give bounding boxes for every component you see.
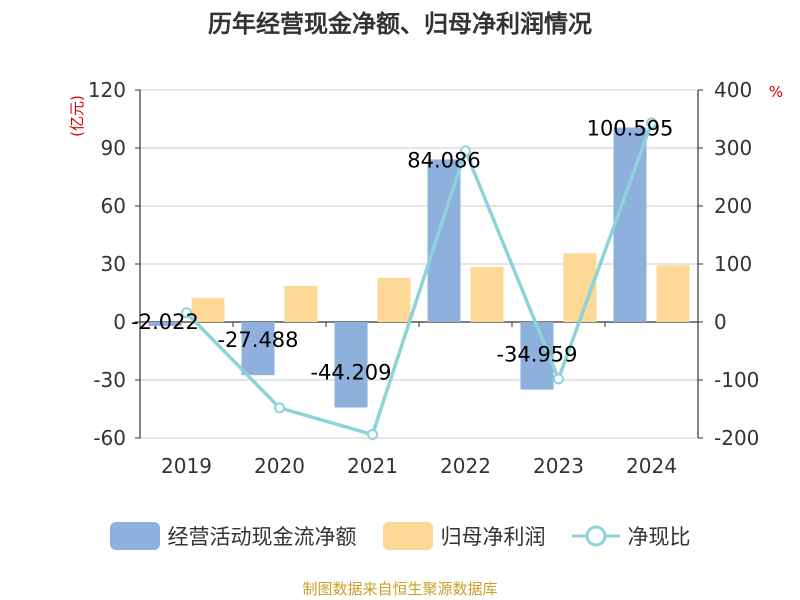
legend-item-ratio[interactable]: 净现比 [571, 521, 691, 551]
bar-netprofit [377, 277, 411, 322]
legend: 经营活动现金流净额 归母净利润 净现比 [0, 516, 800, 556]
x-tick-label: 2024 [626, 454, 677, 478]
y-right-unit-label: % [769, 83, 783, 101]
ratio-point [367, 429, 378, 441]
y-right-tick-label: 400 [714, 78, 752, 102]
data-label-cashflow: -44.209 [310, 360, 391, 384]
bar-cashflow [241, 322, 275, 376]
y-left-tick-label: 90 [101, 136, 126, 160]
y-right-tick-label: -200 [714, 426, 759, 450]
gridlines [140, 89, 698, 439]
legend-label-cashflow: 经营活动现金流净额 [167, 525, 357, 549]
x-tick-label: 2022 [440, 454, 491, 478]
y-left-tick-label: 0 [113, 310, 126, 334]
data-labels: -2.022 -27.488 -44.209 84.086 -34.959 100.595 [131, 117, 673, 385]
bars [148, 127, 690, 408]
ratio-point [553, 373, 564, 385]
chart-title: 历年经营现金净额、归母净利润情况 [208, 10, 592, 38]
x-tick-label: 2021 [347, 454, 398, 478]
data-label-cashflow: 84.086 [407, 148, 480, 172]
bar-netprofit [656, 265, 690, 322]
y-right-tick-label: -100 [714, 368, 759, 392]
legend-item-cashflow[interactable]: 经营活动现金流净额 [109, 521, 357, 551]
legend-swatch-cashflow [109, 522, 160, 550]
x-tick-label: 2020 [254, 454, 305, 478]
source-note: 制图数据来自恒生聚源数据库 [302, 580, 498, 598]
legend-swatch-netprofit [382, 522, 433, 550]
y-left-tick-label: 120 [88, 78, 126, 102]
y-left-unit-label: (亿元) [68, 95, 86, 137]
ratio-line [185, 122, 654, 437]
bar-cashflow [148, 322, 182, 326]
y-left-tick-label: 30 [101, 252, 126, 276]
y-left-tick-label: -60 [93, 426, 126, 450]
ratio-point [181, 307, 192, 319]
y-left-tick-label: 60 [101, 194, 126, 218]
bar-netprofit [191, 297, 225, 322]
data-label-cashflow: -27.488 [217, 328, 298, 352]
bar-netprofit [470, 266, 504, 322]
legend-label-ratio: 净现比 [627, 525, 691, 549]
tick-labels: 1209060300-30-604003002001000-100-200(亿元… [68, 78, 783, 478]
ratio-point [646, 117, 657, 129]
legend-label-netprofit: 归母净利润 [440, 525, 546, 549]
line-series [181, 117, 657, 441]
bar-cashflow [613, 127, 647, 323]
x-tick-label: 2019 [161, 454, 212, 478]
y-left-tick-label: -30 [93, 368, 126, 392]
ratio-point [460, 145, 471, 157]
data-label-cashflow: 100.595 [587, 117, 674, 141]
data-label-cashflow: -34.959 [496, 343, 577, 367]
x-tick-label: 2023 [533, 454, 584, 478]
legend-item-netprofit[interactable]: 归母净利润 [382, 521, 546, 551]
y-right-tick-label: 0 [714, 310, 727, 334]
axes [135, 89, 703, 439]
data-label-cashflow: -2.022 [131, 310, 199, 334]
y-right-tick-label: 100 [714, 252, 752, 276]
ratio-point [274, 402, 285, 414]
y-right-tick-label: 200 [714, 194, 752, 218]
bar-netprofit [284, 286, 318, 322]
bar-cashflow [334, 322, 368, 408]
y-right-tick-label: 300 [714, 136, 752, 160]
legend-line-icon [571, 525, 620, 547]
